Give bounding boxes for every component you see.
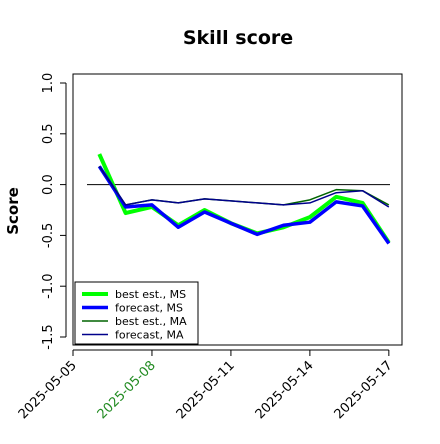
legend-label: best est., MA (115, 315, 187, 328)
y-tick-label: -0.5 (41, 223, 56, 248)
y-axis-label: Score (4, 187, 22, 235)
y-tick-label: -1.0 (41, 274, 56, 299)
y-axis: -1.5 -1.0 -0.5 0.0 0.5 1.0 (41, 73, 67, 350)
chart-title: Skill score (183, 27, 293, 49)
series-line-4 (98, 165, 390, 208)
y-tick-label: 0.0 (41, 174, 56, 195)
legend-label: best est., MS (115, 288, 186, 301)
legend-label: forecast, MA (115, 329, 184, 342)
x-tick-label: 2025-05-05 (16, 358, 80, 422)
y-tick-label: -1.5 (41, 324, 56, 349)
series-layer (97, 153, 391, 245)
y-tick-label: 0.5 (41, 123, 56, 144)
series-line-2 (97, 165, 391, 245)
x-tick-label: 2025-05-11 (174, 358, 238, 422)
x-tick-label: 2025-05-14 (253, 358, 317, 422)
y-tick-label: 1.0 (41, 73, 56, 94)
x-tick-label: 2025-05-02 (0, 358, 1, 422)
x-axis: 2025-05-02 2025-05-052025-05-082025-05-11… (0, 349, 396, 422)
plot-frame (72, 73, 403, 346)
x-tick-label: 2025-05-08 (95, 358, 159, 422)
x-tick-label: 2025-05-17 (332, 358, 396, 422)
legend-box (74, 281, 199, 345)
legend-label: forecast, MS (115, 302, 183, 315)
